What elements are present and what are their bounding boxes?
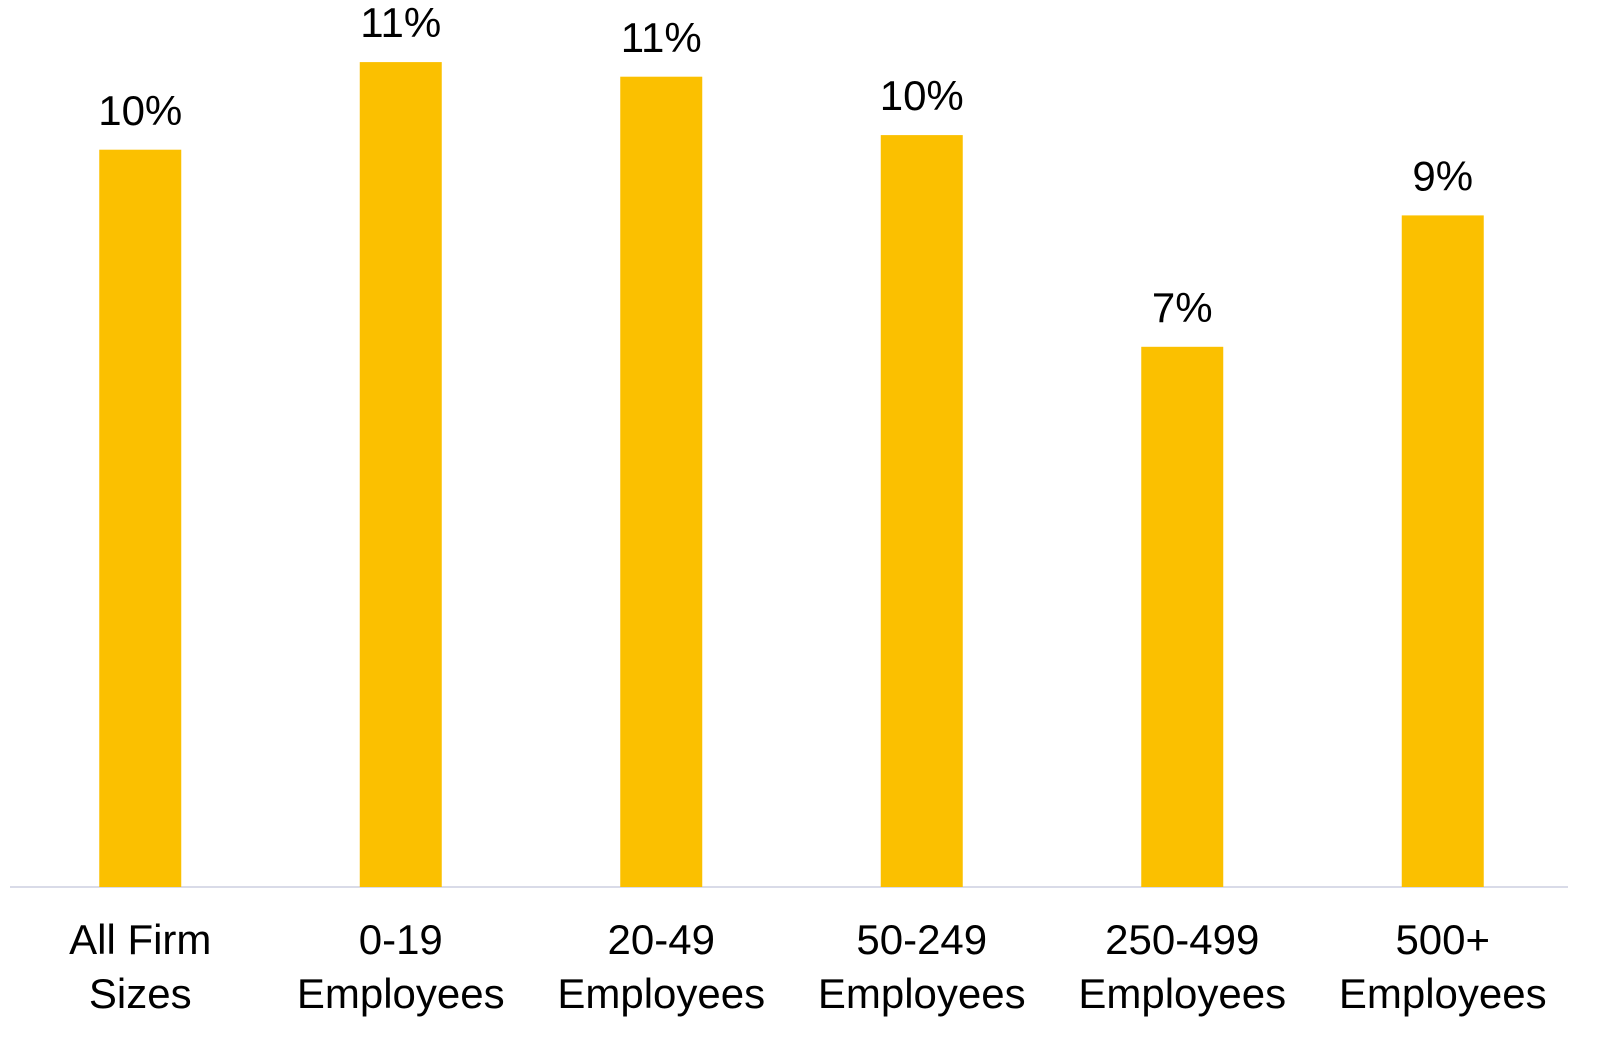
x-tick-label: 50-249 (856, 916, 987, 963)
x-tick-label: Employees (297, 970, 505, 1017)
data-label: 11% (621, 14, 702, 61)
x-tick-label: 20-49 (608, 916, 715, 963)
data-label: 10% (98, 87, 182, 134)
data-label: 9% (1412, 152, 1473, 199)
bar (1401, 215, 1484, 887)
x-tick-label: Employees (1078, 970, 1286, 1017)
x-tick-label: 250-499 (1105, 916, 1259, 963)
x-tick-label: Sizes (89, 970, 192, 1017)
x-tick-label: 500+ (1395, 916, 1490, 963)
bar (1141, 346, 1224, 887)
x-tick-label: Employees (818, 970, 1026, 1017)
data-label: 11% (360, 0, 441, 46)
bar (880, 135, 963, 888)
x-tick-label: Employees (1339, 970, 1547, 1017)
x-tick-label: Employees (557, 970, 765, 1017)
bar (99, 149, 182, 887)
x-tick-label: 0-19 (359, 916, 443, 963)
bar (359, 62, 442, 888)
bar (620, 76, 703, 887)
x-tick-label: All Firm (69, 916, 211, 963)
data-label: 7% (1152, 284, 1213, 331)
data-label: 10% (880, 72, 964, 119)
